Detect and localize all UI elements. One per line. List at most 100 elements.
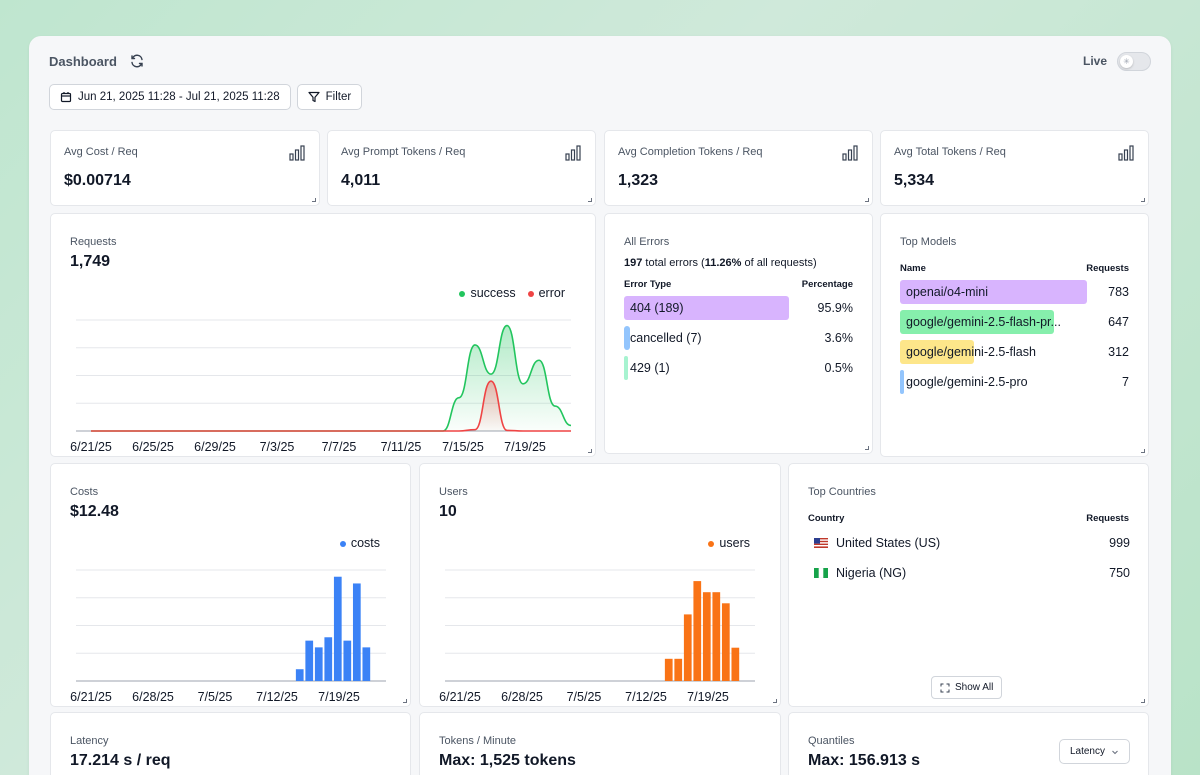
refresh-icon[interactable]: [129, 53, 145, 69]
x-tick-label: 7/19/25: [687, 690, 729, 704]
country-name: United States (US): [836, 536, 941, 550]
users-card: Users 10 users 6/21/25 6/28/25 7/5/25 7/12/…: [419, 463, 781, 707]
card-label: Requests: [70, 236, 117, 248]
x-tick-label: 7/7/25: [322, 440, 357, 454]
legend-item-success[interactable]: success: [459, 286, 516, 300]
x-tick-label: 7/12/25: [256, 690, 298, 704]
bar-7/15/25: [674, 658, 683, 681]
bar-7/18/25: [333, 576, 342, 681]
requests-legend: success error: [459, 286, 565, 300]
error-row[interactable]: cancelled (7) 3.6%: [624, 326, 853, 350]
kpi-value: $0.00714: [64, 172, 131, 189]
resize-handle-icon[interactable]: [588, 449, 592, 453]
x-tick-label: 6/29/25: [194, 440, 236, 454]
costs-chart: 6/21/25 6/28/25 7/5/25 7/12/25 7/19/25: [70, 569, 386, 704]
requests-card: Requests 1,749 success error 6/21/25 6/25…: [50, 213, 596, 457]
kpi-value: 1,323: [618, 172, 659, 189]
card-label: Top Models: [900, 236, 957, 248]
model-row[interactable]: google/gemini-2.5-pro 7: [900, 370, 1129, 394]
bar-7/14/25: [664, 658, 673, 681]
errors-total-text: total errors (: [642, 257, 705, 269]
x-tick-label: 6/28/25: [501, 690, 543, 704]
model-row[interactable]: google/gemini-2.5-flash-pr... 647: [900, 310, 1129, 334]
card-label: Top Countries: [808, 486, 876, 498]
error-type: 429 (1): [630, 361, 670, 375]
country-requests: 750: [1109, 566, 1130, 580]
chevron-down-icon: [1112, 750, 1118, 754]
quantiles-metric-select[interactable]: Latency: [1058, 739, 1130, 764]
bar-7/20/25: [721, 603, 730, 681]
card-value: $12.48: [70, 503, 119, 520]
error-percentage: 3.6%: [824, 331, 854, 345]
model-requests: 312: [1108, 345, 1129, 359]
resize-handle-icon[interactable]: [312, 198, 316, 202]
legend-item-costs[interactable]: costs: [339, 536, 380, 550]
series-area-success: [91, 325, 571, 431]
resize-handle-icon[interactable]: [773, 699, 777, 703]
resize-handle-icon[interactable]: [1141, 449, 1145, 453]
resize-handle-icon[interactable]: [403, 699, 407, 703]
card-label: Latency: [70, 735, 109, 747]
x-tick-label: 6/21/25: [70, 690, 112, 704]
error-percentage: 0.5%: [824, 361, 854, 375]
bar-chart-icon[interactable]: [565, 145, 581, 161]
series-line-error: [91, 380, 571, 432]
col-header-requests: Requests: [1086, 263, 1129, 274]
bar-chart-icon[interactable]: [289, 145, 305, 161]
card-label: Users: [439, 486, 468, 498]
expand-icon: [940, 683, 950, 692]
country-row-ng[interactable]: Nigeria (NG) 750: [814, 561, 1130, 585]
bar-7/15/25: [305, 640, 314, 681]
date-range-button[interactable]: Jun 21, 2025 11:28 - Jul 21, 2025 11:28: [49, 84, 291, 110]
model-name: google/gemini-2.5-flash: [906, 345, 1036, 359]
bar-chart-icon[interactable]: [1118, 145, 1134, 161]
col-header-name: Name: [900, 263, 926, 274]
errors-summary: 197 total errors (11.26% of all requests…: [624, 257, 817, 269]
country-row-us[interactable]: United States (US) 999: [814, 531, 1130, 555]
col-header-country: Country: [808, 513, 845, 524]
error-row[interactable]: 429 (1) 0.5%: [624, 356, 853, 380]
live-toggle[interactable]: ✳: [1117, 51, 1151, 71]
x-tick-label: 7/5/25: [198, 690, 233, 704]
resize-handle-icon[interactable]: [1141, 699, 1145, 703]
kpi-label: Avg Total Tokens / Req: [894, 146, 1006, 158]
kpi-card-avg-cost: Avg Cost / Req $0.00714: [50, 130, 320, 206]
show-all-button[interactable]: Show All: [931, 676, 1003, 699]
legend-item-error[interactable]: error: [527, 286, 565, 300]
filter-label: Filter: [325, 91, 352, 103]
latency-card: Latency 17.214 s / req: [50, 712, 411, 775]
resize-handle-icon[interactable]: [865, 446, 869, 450]
row-fill-bar: [624, 296, 789, 320]
model-row[interactable]: google/gemini-2.5-flash 312: [900, 340, 1129, 364]
calendar-icon: [60, 92, 72, 103]
filter-button[interactable]: Filter: [296, 84, 363, 110]
dashboard-panel: Dashboard Live ✳ Jun 21, 2025 11:28 - Ju…: [29, 36, 1171, 775]
error-type: cancelled (7): [630, 331, 702, 345]
legend-item-users[interactable]: users: [708, 536, 750, 550]
card-value: Max: 1,525 tokens: [439, 752, 576, 769]
col-header-percentage: Percentage: [801, 279, 853, 290]
bar-7/14/25: [295, 669, 304, 681]
top-countries-card: Top Countries Country Requests United St…: [788, 463, 1149, 707]
errors-card: All Errors 197 total errors (11.26% of a…: [604, 213, 873, 454]
resize-handle-icon[interactable]: [865, 198, 869, 202]
model-requests: 783: [1108, 285, 1129, 299]
errors-total: 197: [624, 257, 643, 269]
x-tick-label: 7/12/25: [625, 690, 667, 704]
us-flag-icon: [814, 538, 828, 548]
header: Dashboard Live ✳: [49, 48, 1151, 74]
toggle-knob-icon: ✳: [1120, 54, 1133, 68]
bar-7/17/25: [324, 637, 333, 681]
error-type: 404 (189): [630, 301, 684, 315]
resize-handle-icon[interactable]: [1141, 198, 1145, 202]
kpi-value: 5,334: [894, 172, 935, 189]
kpi-label: Avg Cost / Req: [64, 146, 138, 158]
error-row[interactable]: 404 (189) 95.9%: [624, 296, 853, 320]
resize-handle-icon[interactable]: [588, 198, 592, 202]
date-range-label: Jun 21, 2025 11:28 - Jul 21, 2025 11:28: [78, 91, 280, 103]
model-row[interactable]: openai/o4-mini 783: [900, 280, 1129, 304]
card-label: Quantiles: [808, 735, 855, 747]
col-header-error-type: Error Type: [624, 279, 672, 290]
users-chart: 6/21/25 6/28/25 7/5/25 7/12/25 7/19/25: [439, 569, 755, 704]
bar-chart-icon[interactable]: [842, 145, 858, 161]
